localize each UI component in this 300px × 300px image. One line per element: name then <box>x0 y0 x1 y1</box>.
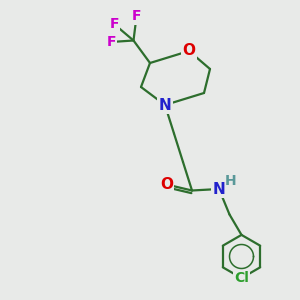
Text: N: N <box>159 98 171 112</box>
Text: N: N <box>213 182 225 196</box>
Text: H: H <box>225 174 236 188</box>
Text: O: O <box>160 177 173 192</box>
Text: Cl: Cl <box>234 271 249 285</box>
Text: F: F <box>106 35 116 49</box>
Text: O: O <box>182 44 196 59</box>
Text: F: F <box>132 10 141 23</box>
Text: F: F <box>109 17 119 31</box>
